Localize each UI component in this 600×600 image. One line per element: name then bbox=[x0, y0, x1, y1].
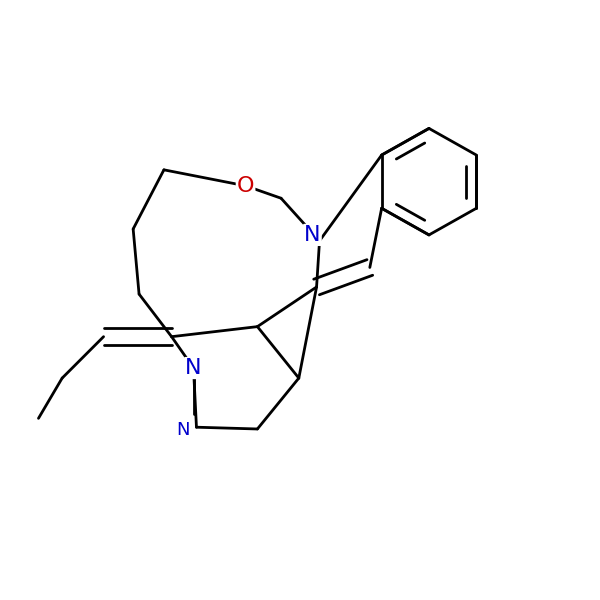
Text: N: N bbox=[176, 421, 190, 439]
Text: O: O bbox=[237, 176, 254, 196]
Text: N: N bbox=[185, 358, 202, 378]
Text: N: N bbox=[304, 225, 320, 245]
